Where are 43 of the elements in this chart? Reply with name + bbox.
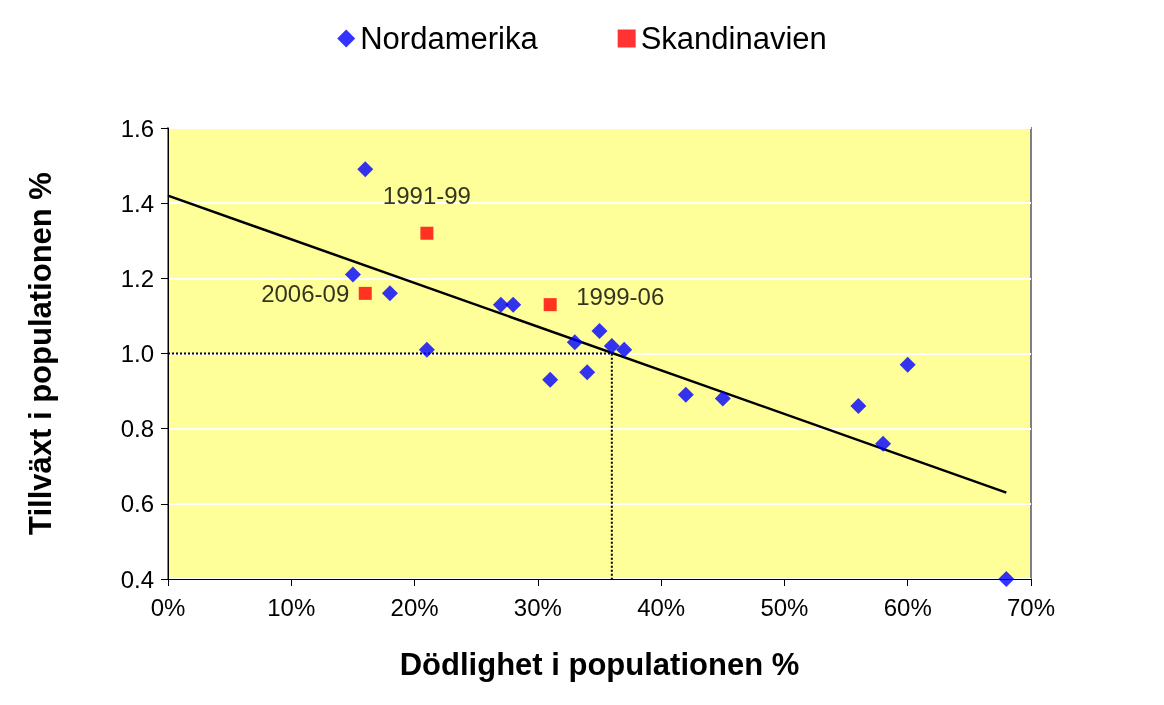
y-tick-label: 0.8 [120,415,154,443]
y-tick-label: 1.2 [120,264,154,292]
x-tick-label: 20% [390,593,439,621]
point [542,371,559,388]
point [875,435,892,452]
legend-label: Nordamerika [360,21,539,56]
annotation: 1991-99 [382,181,471,209]
y-tick-label: 1.6 [120,114,154,142]
point [591,322,608,339]
annotation: 1999-06 [576,283,665,311]
point [344,266,361,283]
x-tick-label: 60% [883,593,932,621]
point [998,571,1015,587]
point [358,286,372,300]
point [603,337,620,354]
point [543,298,557,312]
point [492,296,509,313]
point [418,341,435,358]
point [357,161,374,178]
y-tick-label: 1.0 [120,340,154,367]
y-tick-label: 0.6 [120,490,154,518]
x-tick-label: 50% [760,593,809,621]
x-tick-label: 30% [513,593,562,621]
point [381,285,398,302]
point [850,398,867,415]
x-tick-label: 40% [637,593,686,621]
point [566,334,583,351]
y-axis-title: Tillväxt i populationen % [23,172,58,535]
point [420,226,434,240]
x-tick-label: 0% [150,593,186,621]
y-tick-label: 1.4 [120,189,154,217]
x-tick-label: 70% [1006,593,1056,621]
x-tick-label: 10% [267,593,316,621]
point [677,386,694,403]
y-tick-label: 0.4 [120,565,154,593]
point [505,296,522,313]
point [899,356,916,373]
point [616,341,633,358]
point [714,390,731,407]
x-axis-title: Dödlighet i populationen % [399,647,800,682]
legend-label: Skandinavien [640,21,827,56]
point [579,364,596,381]
annotation: 2006-09 [261,279,350,307]
